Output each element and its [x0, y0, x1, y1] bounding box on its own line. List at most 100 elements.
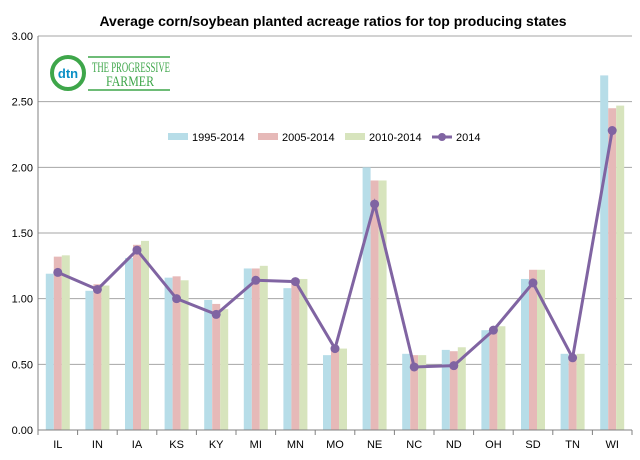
bar-2005-2014-MN [291, 278, 300, 430]
x-tick-label: OH [485, 439, 502, 451]
bar-2005-2014-NC [410, 355, 419, 430]
point-2014-MN [290, 277, 300, 287]
bar-2005-2014-OH [489, 327, 498, 430]
bar-1995-2014-KY [204, 299, 213, 430]
axes [37, 36, 633, 435]
point-2014-IN [92, 284, 102, 294]
bar-1995-2014-OH [481, 330, 490, 430]
y-tick-labels: 0.00 0.50 1.00 1.50 2.00 2.50 3.00 [12, 31, 33, 437]
bar-2010-2014-NC [418, 355, 427, 430]
x-tick-label: IL [53, 439, 62, 451]
bar-2005-2014-WI [608, 108, 617, 430]
point-2014-IA [132, 245, 142, 255]
logo-line2: FARMER [106, 74, 154, 90]
x-tick-labels: IL IN IA KS KY MI MN MO NE NC ND OH SD TN WI [53, 439, 619, 451]
y-tick-label: 3.00 [12, 31, 33, 43]
bar-2010-2014-ND [457, 347, 466, 430]
bar-2005-2014-KY [212, 303, 221, 430]
point-2014-SD [528, 278, 538, 288]
point-2014-NC [409, 362, 419, 372]
bar-2010-2014-KS [180, 280, 189, 430]
x-tick-label: KS [169, 439, 184, 451]
bar-2005-2014-ND [449, 351, 458, 430]
bar-1995-2014-MO [323, 355, 331, 430]
line-series-2014 [53, 126, 617, 372]
bar-2010-2014-KY [220, 309, 229, 430]
logo-mark: dtn [58, 66, 78, 81]
point-2014-MO [330, 344, 340, 354]
bar-1995-2014-MN [283, 288, 292, 430]
progressive-farmer-logo: dtn THE PROGRESSIVE FARMER [50, 55, 170, 91]
x-tick-label: IA [132, 439, 143, 451]
bar-2010-2014-MN [299, 278, 308, 430]
y-tick-label: 1.00 [12, 294, 33, 306]
point-2014-ND [449, 361, 459, 371]
x-tick-label: MN [287, 439, 304, 451]
y-tick-label: 0.00 [12, 425, 33, 437]
logo-ring-icon [50, 55, 86, 91]
point-2014-IL [53, 267, 63, 277]
bar-2005-2014-KS [172, 276, 181, 430]
bar-2010-2014-WI [616, 105, 625, 431]
point-2014-KS [172, 294, 182, 304]
point-2014-TN [568, 353, 578, 363]
point-2014-WI [607, 126, 617, 136]
legend-swatch-2005-2014 [258, 133, 278, 140]
y-tick-label: 2.50 [12, 97, 33, 109]
legend-label: 2010-2014 [369, 132, 422, 144]
bar-1995-2014-NC [402, 353, 411, 430]
x-tick-label: WI [605, 439, 618, 451]
bar-2005-2014-IL [53, 256, 62, 430]
y-tick-label: 2.00 [12, 162, 33, 174]
legend-label: 2014 [456, 132, 480, 144]
bar-2005-2014-NE [370, 180, 379, 430]
bar-1995-2014-IA [125, 257, 133, 430]
legend-label: 2005-2014 [282, 132, 335, 144]
bar-2010-2014-IN [101, 285, 110, 430]
bar-2005-2014-MI [251, 268, 260, 430]
bar-2010-2014-IA [141, 240, 149, 430]
legend-swatch-1995-2014 [168, 133, 188, 140]
x-tick-label: TN [565, 439, 580, 451]
logo-line1: THE PROGRESSIVE [92, 60, 170, 76]
bar-1995-2014-MI [243, 268, 252, 430]
bar-2010-2014-IL [61, 255, 70, 430]
bar-1995-2014-TN [560, 353, 569, 430]
bar-2005-2014-SD [529, 269, 537, 430]
bar-1995-2014-KS [164, 277, 173, 430]
x-tick-label: MI [250, 439, 262, 451]
chart-title: Average corn/soybean planted acreage rat… [99, 13, 566, 29]
x-tick-label: SD [525, 439, 540, 451]
x-tick-label: MO [326, 439, 344, 451]
y-tick-label: 1.50 [12, 228, 33, 240]
bar-1995-2014-ND [441, 349, 450, 430]
bars [45, 75, 625, 431]
bar-1995-2014-IN [85, 290, 94, 430]
bar-1995-2014-IL [45, 273, 54, 430]
bar-2005-2014-MO [331, 349, 339, 430]
bar-2005-2014-IA [133, 244, 141, 430]
x-tick-label: NE [367, 439, 382, 451]
x-tick-label: ND [446, 439, 462, 451]
bar-2005-2014-TN [568, 355, 577, 430]
bar-2010-2014-OH [497, 326, 506, 430]
bar-2005-2014-IN [93, 284, 102, 430]
legend-swatch-2010-2014 [345, 133, 365, 140]
bar-2010-2014-MI [259, 265, 268, 430]
bar-1995-2014-WI [600, 75, 609, 431]
bar-2010-2014-NE [378, 180, 387, 430]
x-tick-label: KY [209, 439, 224, 451]
y-tick-label: 0.50 [12, 359, 33, 371]
x-tick-label: IN [92, 439, 103, 451]
x-tick-label: NC [406, 439, 422, 451]
bar-2010-2014-SD [537, 269, 545, 430]
bar-1995-2014-SD [521, 278, 529, 430]
legend-label: 1995-2014 [192, 132, 245, 144]
point-2014-MI [251, 275, 261, 285]
legend: 1995-2014 2005-2014 2010-2014 2014 [168, 132, 480, 144]
legend-marker-2014 [438, 133, 446, 141]
point-2014-NE [370, 199, 380, 209]
point-2014-KY [211, 309, 221, 319]
